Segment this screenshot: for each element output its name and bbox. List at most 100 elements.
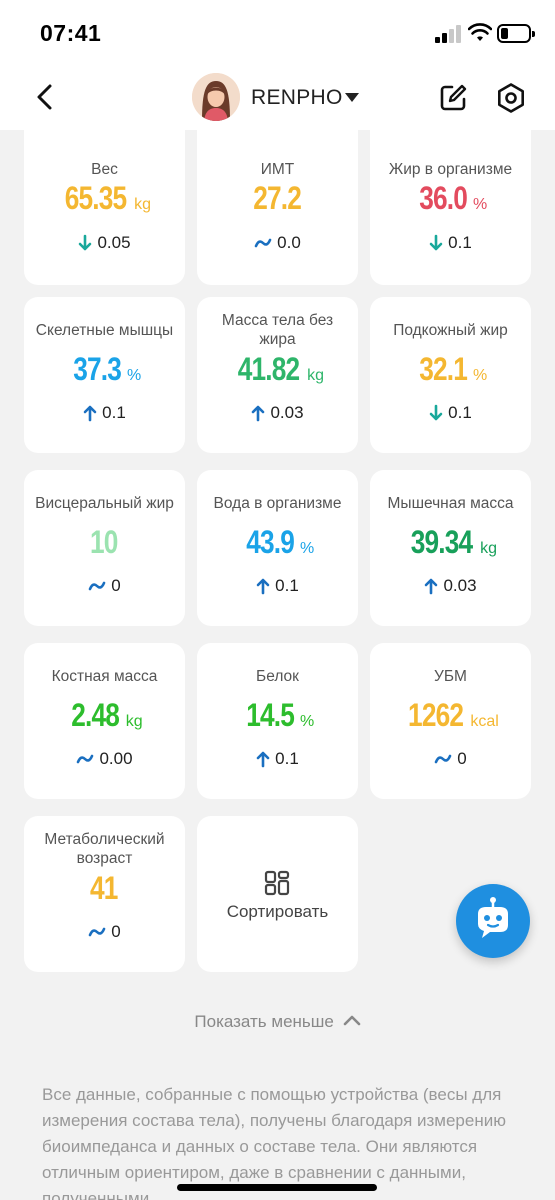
metric-label: Масса тела без жира	[221, 312, 334, 348]
metric-delta-value: 0.1	[275, 576, 299, 595]
profile-name[interactable]: RENPHO	[251, 86, 343, 109]
metric-delta-value: 0.00	[99, 749, 133, 768]
sort-card[interactable]: Сортировать	[197, 816, 358, 972]
metric-delta-value: 0	[111, 576, 121, 595]
metric-value: 36.0%	[370, 180, 531, 222]
metric-value: 37.3%	[24, 351, 185, 393]
metric-number: 27.2	[253, 180, 302, 216]
metric-delta-value: 0.1	[275, 749, 299, 768]
metric-number: 2.48	[71, 697, 121, 733]
metric-unit: kg	[480, 540, 497, 557]
metric-unit: kg	[134, 196, 151, 213]
metric-card[interactable]: Висцеральный жир 10 0	[24, 470, 185, 626]
metric-delta-value: 0.1	[102, 403, 126, 422]
status-time: 07:41	[40, 20, 102, 46]
metric-unit: kg	[125, 713, 143, 730]
trend-flat-icon	[254, 238, 272, 248]
arrow-down-icon	[429, 234, 443, 251]
metric-number: 37.3	[72, 351, 122, 387]
metric-label: Мышечная масса	[387, 494, 514, 512]
arrow-down-icon	[79, 234, 92, 251]
edit-icon[interactable]	[437, 82, 469, 114]
metric-value: 43.9%	[197, 524, 358, 566]
metric-delta-value: 0.1	[448, 233, 472, 252]
metric-unit: %	[300, 540, 315, 557]
home-indicator[interactable]	[177, 1184, 377, 1191]
avatar[interactable]	[192, 73, 240, 121]
metric-label: Висцеральный жир	[35, 494, 174, 512]
settings-gear-icon[interactable]	[495, 82, 527, 114]
show-less-label: Показать меньше	[194, 1012, 334, 1031]
battery-icon	[497, 24, 535, 43]
metric-card[interactable]: Метаболический возраст 41 0	[24, 816, 185, 972]
arrow-up-icon	[256, 578, 270, 595]
robot-chat-icon	[478, 897, 508, 938]
arrow-down-icon	[429, 404, 443, 421]
metric-unit: kg	[307, 367, 324, 384]
metric-value: 14.5%	[197, 697, 358, 739]
metric-card[interactable]: Костная масса 2.48 kg 0.00	[24, 643, 185, 799]
metric-label: Белок	[256, 667, 299, 685]
metric-value: 1262 kcal	[370, 697, 531, 739]
metric-label: Скелетные мышцы	[35, 321, 174, 339]
metric-card[interactable]: Вес 65.35 kg 0.05	[24, 130, 185, 285]
metric-value: 41.82 kg	[197, 351, 358, 393]
metric-delta: 0.1	[24, 403, 185, 423]
metric-delta: 0	[24, 576, 185, 596]
metric-delta: 0.03	[197, 403, 358, 423]
metric-label: Вес	[91, 160, 118, 178]
metric-value: 39.34 kg	[370, 524, 531, 566]
trend-flat-icon	[77, 754, 94, 764]
metric-delta: 0.00	[24, 749, 185, 769]
arrow-up-icon	[83, 405, 97, 422]
metric-delta-value: 0.0	[277, 233, 301, 252]
metric-value: 41	[24, 870, 185, 912]
metric-label: ИМТ	[260, 160, 295, 178]
metric-number: 43.9	[245, 524, 295, 560]
metric-card[interactable]: Белок 14.5% 0.1	[197, 643, 358, 799]
top-nav-bar: RENPHO	[0, 66, 555, 130]
metric-number: 39.34	[410, 524, 473, 560]
metric-delta-value: 0.05	[97, 233, 131, 252]
metric-delta-value: 0.03	[270, 403, 304, 422]
metric-value: 32.1%	[370, 351, 531, 393]
metric-delta: 0.0	[197, 233, 358, 253]
metric-card[interactable]: Жир в организме 36.0% 0.1	[370, 130, 531, 285]
wifi-icon	[468, 23, 492, 41]
metric-label: Костная масса	[51, 667, 158, 685]
metric-number: 41.82	[237, 351, 300, 387]
show-less-link[interactable]: Показать меньше	[0, 1012, 555, 1032]
arrow-up-icon	[256, 751, 270, 768]
metric-value: 27.2	[197, 180, 358, 222]
metric-card[interactable]: Масса тела без жира 41.82 kg 0.03	[197, 297, 358, 453]
metric-delta-value: 0	[111, 922, 121, 941]
metric-unit: kcal	[470, 713, 499, 730]
metric-delta: 0	[370, 749, 531, 769]
metric-number: 32.1	[418, 351, 468, 387]
metric-delta: 0.03	[370, 576, 531, 596]
profile-dropdown-icon[interactable]	[345, 93, 359, 102]
metric-number: 41	[90, 870, 118, 906]
metric-label: УБМ	[434, 667, 467, 685]
metric-card[interactable]: Мышечная масса 39.34 kg 0.03	[370, 470, 531, 626]
disclaimer-text: Все данные, собранные с помощью устройст…	[42, 1085, 506, 1200]
metric-delta-value: 0	[457, 749, 467, 768]
metric-card[interactable]: Вода в организме 43.9% 0.1	[197, 470, 358, 626]
chevron-up-icon	[343, 1015, 360, 1026]
metric-card[interactable]: ИМТ 27.2 0.0	[197, 130, 358, 285]
metric-label: Вода в организме	[213, 494, 342, 512]
metric-card[interactable]: Скелетные мышцы 37.3% 0.1	[24, 297, 185, 453]
metric-number: 65.35	[64, 180, 127, 216]
metric-unit: %	[473, 367, 488, 384]
metric-number: 1262	[408, 697, 464, 733]
metric-unit: %	[300, 713, 315, 730]
metric-card[interactable]: Подкожный жир 32.1% 0.1	[370, 297, 531, 453]
back-arrow-icon[interactable]	[30, 80, 60, 114]
sort-label: Сортировать	[226, 902, 329, 921]
cellular-signal-icon	[435, 25, 461, 43]
assistant-bot-button[interactable]	[456, 884, 530, 958]
metric-delta: 0	[24, 922, 185, 942]
arrow-up-icon	[252, 405, 265, 422]
metric-card[interactable]: УБМ 1262 kcal 0	[370, 643, 531, 799]
metric-value: 2.48 kg	[24, 697, 185, 739]
